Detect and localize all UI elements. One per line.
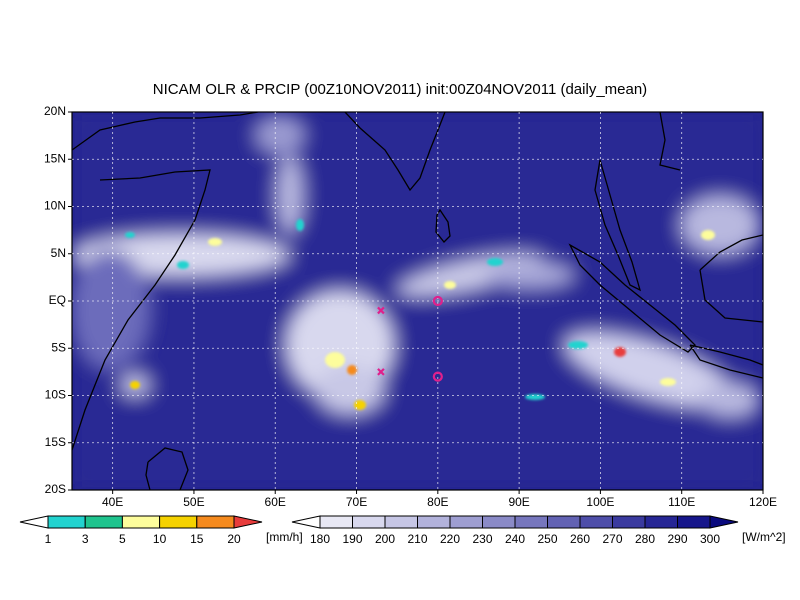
storm-marker-x [377, 368, 385, 376]
colorbar-label: 240 [505, 532, 525, 546]
colorbar-box [482, 515, 516, 529]
colorbar-label: 3 [82, 532, 89, 546]
lat-tick-label: 5N [51, 246, 66, 260]
colorbar-label: 15 [190, 532, 204, 546]
colorbar-label: 180 [310, 532, 330, 546]
lon-tick-label: 50E [183, 495, 204, 509]
colorbar-high-arrow [709, 515, 739, 529]
colorbar-box [514, 515, 548, 529]
colorbar-label: 250 [537, 532, 557, 546]
rain-cells [125, 219, 715, 410]
colorbar-box [121, 515, 161, 529]
colorbar-label: 220 [440, 532, 460, 546]
lon-tick-label: 70E [346, 495, 367, 509]
lat-tick-label: 15S [45, 435, 66, 449]
map-title: NICAM OLR & PRCIP (00Z10NOV2011) init:00… [153, 81, 647, 98]
lon-tick-label: 80E [427, 495, 448, 509]
lat-tick-label: 5S [51, 340, 66, 354]
colorbar-unit: [mm/h] [266, 530, 303, 544]
colorbar-label: 280 [635, 532, 655, 546]
colorbar-box [547, 515, 581, 529]
colorbar-box [612, 515, 646, 529]
colorbar-box [644, 515, 678, 529]
colorbar-box [319, 515, 353, 529]
colorbar-low-arrow [19, 515, 49, 529]
lat-tick-label: 10S [45, 388, 66, 402]
colorbar-box [579, 515, 613, 529]
colorbar-label: 210 [407, 532, 427, 546]
lon-tick-label: 40E [102, 495, 123, 509]
lat-tick-label: 20S [45, 482, 66, 496]
lon-tick-label: 110E [668, 495, 695, 509]
colorbar-unit: [W/m^2] [742, 530, 786, 544]
storm-marker-o [432, 295, 443, 307]
colorbar-label: 20 [227, 532, 241, 546]
colorbar-low-arrow [291, 515, 321, 529]
colorbar-box [84, 515, 123, 529]
lon-tick-label: 120E [749, 495, 777, 509]
storm-marker-o [432, 371, 443, 382]
colorbar-label: 260 [570, 532, 590, 546]
colorbar-box [677, 515, 711, 529]
lat-tick-label: 15N [44, 151, 66, 165]
lat-tick-label: EQ [49, 293, 66, 307]
colorbar-box [449, 515, 483, 529]
coastlines [72, 112, 763, 490]
colorbar-label: 1 [45, 532, 52, 546]
storm-marker-x [377, 306, 385, 315]
colorbar-box [352, 515, 386, 529]
colorbar-label: 290 [667, 532, 687, 546]
lon-tick-label: 60E [265, 495, 286, 509]
lon-tick-label: 100E [586, 495, 614, 509]
lat-tick-label: 20N [44, 104, 66, 118]
lon-tick-label: 90E [508, 495, 529, 509]
lat-tick-label: 10N [44, 199, 66, 213]
colorbar-label: 190 [342, 532, 362, 546]
colorbar-label: 300 [700, 532, 720, 546]
colorbar-label: 5 [119, 532, 126, 546]
colorbar-label: 230 [472, 532, 492, 546]
colorbar-box [384, 515, 418, 529]
colorbar-box [417, 515, 451, 529]
colorbar-label: 270 [602, 532, 622, 546]
colorbar-box [47, 515, 86, 529]
colorbar-high-arrow [233, 515, 263, 529]
colorbar-label: 10 [153, 532, 167, 546]
colorbar-box [159, 515, 198, 529]
colorbar-label: 200 [375, 532, 395, 546]
colorbar-box [196, 515, 235, 529]
